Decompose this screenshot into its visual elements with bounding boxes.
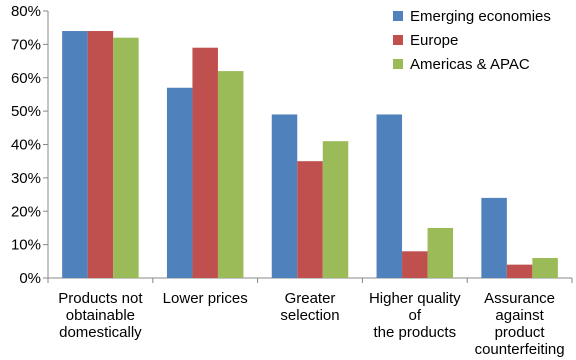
legend-label: Europe bbox=[410, 32, 458, 49]
x-category-label-line: Greater bbox=[285, 290, 336, 307]
y-tick-label: 80% bbox=[11, 3, 41, 20]
bar bbox=[297, 161, 323, 278]
x-category-label: Lower prices bbox=[163, 290, 248, 307]
bar bbox=[87, 31, 114, 279]
y-tick-label: 0% bbox=[19, 270, 41, 287]
y-tick-label: 20% bbox=[11, 203, 41, 220]
y-tick-label: 70% bbox=[11, 36, 41, 53]
legend-label: Emerging economies bbox=[410, 8, 551, 25]
bar bbox=[271, 114, 298, 279]
legend-swatch bbox=[393, 35, 403, 45]
x-axis: Products not obtainable domestically Lower … bbox=[47, 277, 573, 358]
bar bbox=[376, 114, 403, 279]
x-category-label-line: against bbox=[495, 307, 544, 324]
x-category-label-line: Products not bbox=[58, 290, 143, 307]
x-category-label-line: counterfeiting bbox=[475, 341, 565, 358]
legend-label: Americas & APAC bbox=[410, 56, 530, 73]
bar bbox=[217, 71, 244, 278]
y-tick-label: 60% bbox=[11, 70, 41, 87]
bar bbox=[481, 197, 507, 278]
y-tick-label: 50% bbox=[11, 103, 41, 120]
legend-swatch bbox=[393, 11, 403, 21]
x-category-label-line: obtainable bbox=[66, 307, 135, 324]
bar bbox=[62, 31, 88, 279]
legend: Emerging economies Europe Americas & APAC bbox=[393, 8, 551, 73]
x-category-label-line: of bbox=[409, 307, 422, 324]
bars bbox=[62, 31, 558, 279]
bar bbox=[113, 37, 139, 279]
x-category-label-line: selection bbox=[280, 307, 339, 324]
x-category-label: Products not obtainable domestically bbox=[58, 290, 143, 341]
y-tick-label: 40% bbox=[11, 137, 41, 154]
bar bbox=[506, 264, 533, 278]
bar bbox=[192, 47, 218, 279]
x-category-label-line: the products bbox=[374, 324, 457, 341]
x-category-label-line: Assurance bbox=[484, 290, 555, 307]
y-axis: 0% 10% 20% 30% 40% 50% 60% 70% 80% bbox=[11, 3, 49, 287]
legend-swatch bbox=[393, 59, 403, 69]
x-category-label-line: Lower prices bbox=[163, 290, 248, 307]
y-tick-label: 30% bbox=[11, 170, 41, 187]
x-category-label-line: product bbox=[495, 324, 546, 341]
bar bbox=[402, 251, 428, 278]
x-category-label: Assurance against product counterfeiting bbox=[475, 290, 565, 358]
bar bbox=[322, 141, 349, 278]
bar bbox=[427, 227, 454, 278]
x-category-label-line: domestically bbox=[59, 324, 142, 341]
x-category-label-line: Higher quality bbox=[369, 290, 461, 307]
x-category-label: Greater selection bbox=[280, 290, 339, 324]
y-tick-label: 10% bbox=[11, 237, 41, 254]
x-category-label: Higher quality of the products bbox=[369, 290, 461, 341]
bar bbox=[166, 87, 193, 278]
bar bbox=[532, 257, 558, 278]
